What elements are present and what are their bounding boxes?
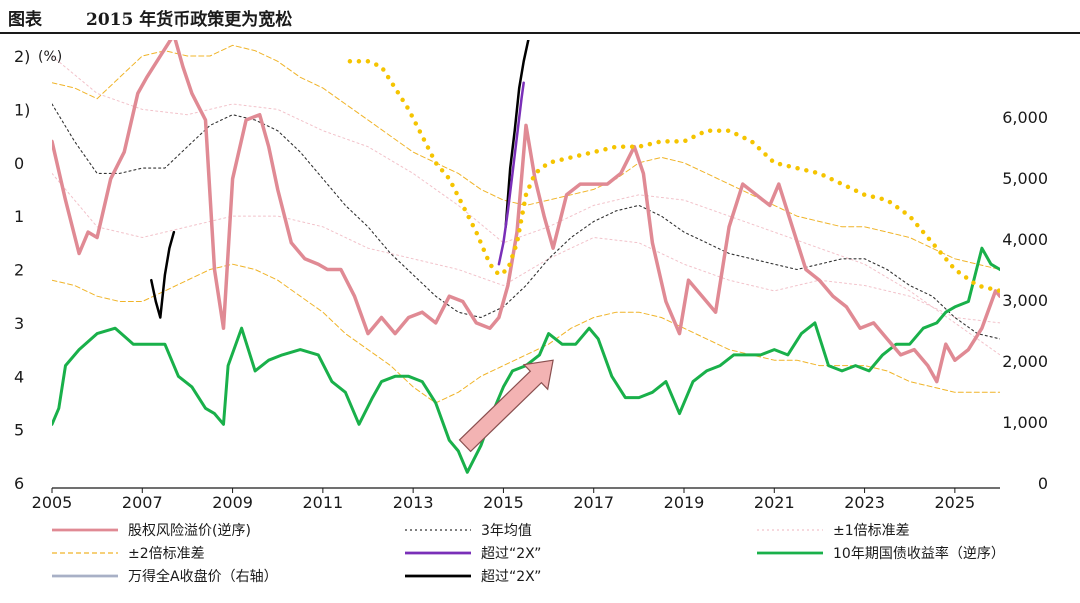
x-tick-label: 2021	[754, 493, 795, 512]
left-tick-label: 2	[14, 261, 24, 280]
series-line	[52, 263, 1000, 404]
x-tick-label: 2019	[664, 493, 705, 512]
x-tick-label: 2007	[122, 493, 163, 512]
trend-arrow	[458, 359, 554, 453]
left-tick-label: 6	[14, 474, 24, 493]
right-tick-label: 5,000	[1002, 169, 1048, 188]
series-line	[52, 55, 1000, 356]
x-tick-label: 2025	[934, 493, 975, 512]
legend: 股权风险溢价(逆序) 3年均值 ±1倍标准差±2倍标准差 超过“2X” 10年期国债收益…	[52, 523, 1005, 585]
figure-header: 图表 2015 年货币政策更为宽松	[0, 0, 1080, 34]
left-tick-label: 3	[14, 314, 24, 333]
legend-label: 10年期国债收益率（逆序）	[833, 545, 1005, 562]
x-tick-label: 2013	[393, 493, 434, 512]
figure-label: 图表	[8, 10, 42, 30]
series-line	[504, 40, 530, 229]
x-tick-label: 2011	[302, 493, 343, 512]
left-axis-unit: (%)	[38, 49, 62, 65]
right-tick-label: 6,000	[1002, 108, 1048, 127]
legend-label: 股权风险溢价(逆序)	[128, 523, 251, 539]
axes: (%) 2005 2007 2009 2011 2013 2015 2017 2019 2021…	[14, 47, 1048, 512]
legend-label: 超过“2X”	[481, 569, 541, 585]
figure-title: 2015 年货币政策更为宽松	[86, 10, 293, 30]
series-line	[52, 103, 1000, 340]
x-tick-label: 2017	[573, 493, 614, 512]
right-tick-label: 0	[1038, 474, 1048, 493]
annotation-layer	[458, 359, 554, 453]
legend-label: 万得全A收盘价（右轴）	[128, 568, 278, 585]
x-tick-label: 2005	[32, 493, 73, 512]
legend-label: 超过“2X”	[481, 546, 541, 562]
legend-label: 3年均值	[481, 523, 532, 539]
right-tick-label: 4,000	[1002, 230, 1048, 249]
left-tick-label: 4	[14, 367, 24, 386]
series-line	[497, 81, 525, 266]
left-tick-label: 5	[14, 421, 24, 440]
left-tick-label: 1	[14, 207, 24, 226]
x-tick-label: 2015	[483, 493, 524, 512]
series-layer	[52, 40, 1000, 474]
series-line	[52, 246, 1000, 474]
x-tick-label: 2009	[212, 493, 253, 512]
series-line	[52, 44, 1000, 270]
left-tick-label: 0	[14, 154, 24, 173]
left-tick-label: 1)	[14, 100, 30, 119]
right-tick-label: 2,000	[1002, 352, 1048, 371]
series-line	[150, 230, 176, 319]
left-tick-label: 2)	[14, 47, 30, 66]
legend-label: ±1倍标准差	[833, 523, 910, 539]
series-line	[52, 40, 1000, 384]
x-tick-label: 2023	[844, 493, 885, 512]
series-line	[347, 59, 1000, 294]
right-tick-label: 3,000	[1002, 291, 1048, 310]
legend-label: ±2倍标准差	[128, 546, 205, 562]
right-tick-label: 1,000	[1002, 413, 1048, 432]
